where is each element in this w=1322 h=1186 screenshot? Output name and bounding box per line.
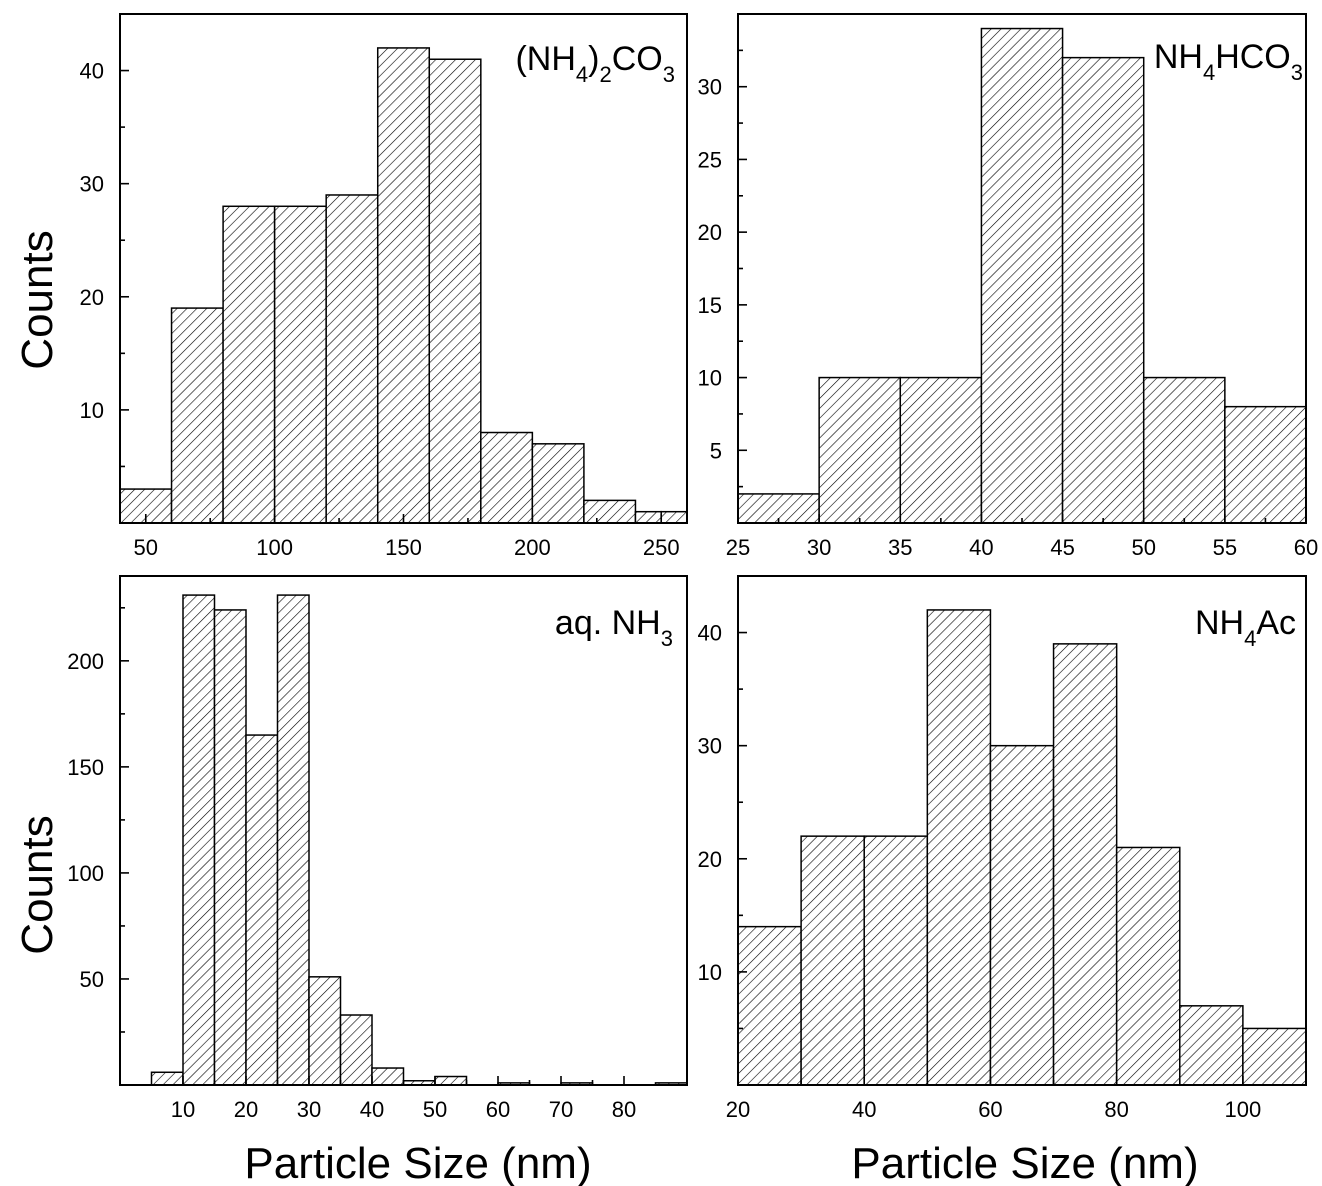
y-tick-label: 30 bbox=[698, 734, 722, 759]
histogram-bar bbox=[222, 205, 276, 524]
histogram-bar bbox=[376, 47, 431, 524]
histogram-bar bbox=[371, 1067, 405, 1086]
panel-aqueous-ammonia: 10 20 30 40 50 60 70 80 50 100 150 200 aq. NH3 bbox=[67, 575, 688, 1122]
x-tick-label: 25 bbox=[726, 535, 750, 560]
x-tick-label: 60 bbox=[486, 1097, 510, 1122]
histogram-bar bbox=[989, 744, 1055, 1086]
x-tick-label: 40 bbox=[360, 1097, 384, 1122]
histogram-bar bbox=[1224, 405, 1307, 524]
histogram-bar bbox=[273, 205, 327, 524]
y-tick-label: 10 bbox=[698, 366, 722, 391]
y-tick-label: 150 bbox=[67, 755, 104, 780]
histogram-bar bbox=[245, 734, 279, 1086]
y-axis-title-top: Counts bbox=[13, 230, 62, 369]
histogram-bar bbox=[1142, 376, 1226, 524]
x-tick-label: 50 bbox=[423, 1097, 447, 1122]
x-tick-label: 60 bbox=[1294, 535, 1318, 560]
histogram-bar bbox=[899, 376, 983, 524]
y-tick-label: 15 bbox=[698, 293, 722, 318]
histogram-bar bbox=[1115, 846, 1181, 1086]
plot-frame bbox=[737, 575, 1307, 1086]
histogram-bar bbox=[531, 443, 585, 524]
y-tick-label: 100 bbox=[67, 861, 104, 886]
histogram-bar bbox=[1242, 1027, 1307, 1086]
y-tick-label: 50 bbox=[80, 967, 104, 992]
panel-ammonium-carbonate: 50 100 150 200 250 10 20 30 40 (NH4)2CO3 bbox=[80, 13, 688, 560]
histogram-bar bbox=[980, 27, 1064, 524]
histogram-bar bbox=[660, 510, 688, 524]
histogram-bar bbox=[434, 1075, 468, 1086]
histogram-bar bbox=[150, 1071, 184, 1086]
y-tick-label: 10 bbox=[80, 398, 104, 423]
y-tick-label: 20 bbox=[698, 847, 722, 872]
x-tick-label: 100 bbox=[1225, 1097, 1262, 1122]
x-tick-label: 20 bbox=[726, 1097, 750, 1122]
histogram-bar bbox=[737, 925, 802, 1086]
histogram-bar bbox=[583, 499, 637, 524]
histogram-bar bbox=[308, 976, 342, 1086]
panel-label: (NH4)2CO3 bbox=[515, 40, 675, 87]
histogram-bar bbox=[213, 609, 247, 1086]
y-tick-label: 40 bbox=[80, 59, 104, 84]
histogram-bar bbox=[276, 594, 310, 1086]
y-tick-label: 30 bbox=[698, 75, 722, 100]
y-tick-label: 40 bbox=[698, 621, 722, 646]
x-tick-label: 60 bbox=[978, 1097, 1002, 1122]
x-tick-label: 80 bbox=[1104, 1097, 1128, 1122]
histogram-bar bbox=[1052, 643, 1118, 1086]
histogram-bar bbox=[1061, 56, 1145, 524]
x-tick-label: 100 bbox=[256, 535, 293, 560]
histogram-bar bbox=[428, 58, 482, 524]
histogram-bar bbox=[480, 431, 534, 524]
x-tick-label: 200 bbox=[514, 535, 551, 560]
x-tick-label: 80 bbox=[612, 1097, 636, 1122]
panel-label: aq. NH3 bbox=[555, 604, 673, 651]
x-tick-label: 70 bbox=[549, 1097, 573, 1122]
y-tick-label: 20 bbox=[80, 285, 104, 310]
x-tick-label: 30 bbox=[807, 535, 831, 560]
x-tick-label: 35 bbox=[888, 535, 912, 560]
y-tick-label: 200 bbox=[67, 649, 104, 674]
y-tick-label: 30 bbox=[80, 172, 104, 197]
y-tick-label: 5 bbox=[710, 438, 722, 463]
x-tick-label: 40 bbox=[852, 1097, 876, 1122]
x-tick-label: 55 bbox=[1213, 535, 1237, 560]
x-tick-label: 45 bbox=[1050, 535, 1074, 560]
histogram-bar bbox=[818, 376, 902, 524]
x-tick-label: 250 bbox=[643, 535, 680, 560]
y-tick-label: 10 bbox=[698, 960, 722, 985]
x-tick-label: 50 bbox=[1131, 535, 1155, 560]
panel-ammonium-acetate: 20 40 60 80 100 10 20 30 40 NH4Ac bbox=[698, 575, 1307, 1122]
y-tick-label: 20 bbox=[698, 220, 722, 245]
panel-label: NH4HCO3 bbox=[1154, 38, 1303, 85]
x-axis-title-left: Particle Size (nm) bbox=[244, 1139, 591, 1186]
panel-ammonium-bicarbonate: 25 30 35 40 45 50 55 60 5 10 15 20 25 30 NH4HCO3 bbox=[698, 13, 1318, 560]
x-tick-label: 30 bbox=[297, 1097, 321, 1122]
histogram-bar bbox=[1179, 1005, 1244, 1086]
x-tick-label: 10 bbox=[171, 1097, 195, 1122]
histogram-bar bbox=[926, 609, 992, 1086]
panel-label: NH4Ac bbox=[1195, 604, 1296, 651]
y-tick-label: 25 bbox=[698, 147, 722, 172]
x-tick-label: 20 bbox=[234, 1097, 258, 1122]
histogram-bar bbox=[325, 194, 379, 524]
histogram-bar bbox=[170, 307, 224, 524]
x-tick-label: 150 bbox=[385, 535, 422, 560]
histogram-bar bbox=[863, 835, 929, 1086]
y-axis-title-bottom: Counts bbox=[13, 815, 62, 954]
x-tick-label: 50 bbox=[134, 535, 158, 560]
histogram-bar bbox=[800, 835, 865, 1086]
histogram-bar bbox=[339, 1014, 373, 1086]
histogram-bar bbox=[182, 594, 216, 1086]
x-tick-label: 40 bbox=[969, 535, 993, 560]
histogram-bar bbox=[634, 510, 662, 524]
x-axis-title-right: Particle Size (nm) bbox=[851, 1139, 1198, 1186]
